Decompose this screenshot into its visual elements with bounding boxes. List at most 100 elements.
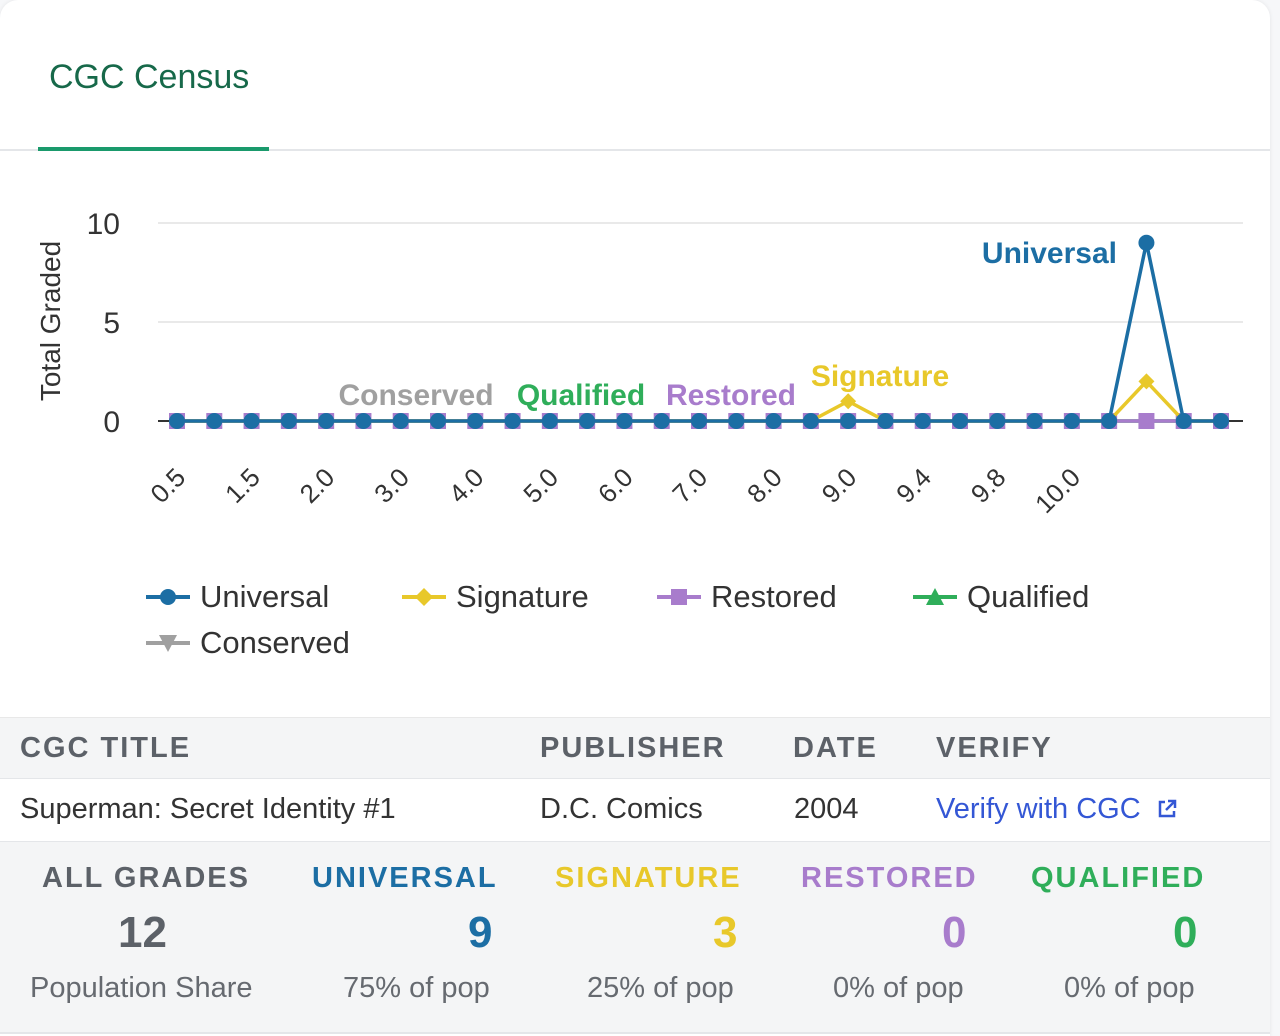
data-point-signature (1138, 373, 1155, 390)
data-point-universal (280, 413, 297, 429)
data-point-universal (206, 413, 223, 429)
x-tick-label: 5.0 (517, 462, 564, 509)
legend-label: Signature (456, 579, 589, 614)
stat-label: SIGNATURE (555, 862, 742, 894)
x-tick-label: 2.0 (294, 462, 341, 509)
x-tick-label: 6.0 (592, 462, 639, 509)
data-point-universal (579, 413, 596, 429)
data-point-universal (728, 413, 745, 429)
series-annotation-conserved: Conserved (338, 379, 493, 412)
stat-value: 9 (468, 908, 493, 957)
data-point-universal (691, 413, 707, 429)
legend-label: Universal (200, 579, 330, 614)
data-point-restored (1138, 413, 1155, 429)
x-tick-label: 7.0 (666, 462, 713, 509)
legend-item-conserved[interactable]: Conserved (146, 623, 350, 663)
series-annotation-qualified: Qualified (517, 379, 645, 412)
legend-label: Conserved (200, 625, 350, 660)
data-point-universal (1101, 413, 1118, 429)
x-tick-label: 8.0 (741, 462, 788, 509)
x-tick-label: 3.0 (368, 462, 415, 509)
data-point-universal (541, 413, 558, 429)
y-axis-ticks: 0 5 10 (87, 208, 120, 439)
data-point-universal (1175, 413, 1192, 429)
stat-subtext: Population Share (30, 972, 253, 1004)
y-tick-label: 10 (87, 208, 120, 241)
data-point-universal (467, 413, 484, 429)
data-point-universal (504, 413, 521, 429)
x-tick-label: 10.0 (1029, 462, 1086, 519)
external-link-icon (1158, 799, 1176, 818)
data-point-universal (840, 413, 857, 429)
verify-with-cgc-link[interactable]: Verify with CGC (936, 793, 1179, 826)
data-point-universal (877, 413, 894, 429)
data-point-signature (840, 393, 857, 410)
tab-cgc-census[interactable]: CGC Census (38, 48, 269, 151)
data-point-universal (653, 413, 670, 429)
data-point-universal (169, 413, 185, 429)
legend-marker-restored (657, 589, 701, 605)
data-point-universal (1213, 413, 1229, 429)
data-point-universal (616, 413, 633, 429)
legend-item-universal[interactable]: Universal (146, 577, 329, 617)
series-annotation-restored: Restored (666, 379, 796, 412)
legend-label: Restored (711, 579, 837, 614)
stat-label: UNIVERSAL (312, 862, 498, 894)
census-table-header: CGC TITLE PUBLISHER DATE VERIFY (0, 717, 1270, 778)
column-header-verify: VERIFY (936, 732, 1053, 764)
legend-marker-signature (402, 588, 446, 606)
data-point-universal (1063, 413, 1080, 429)
y-tick-label: 0 (103, 406, 120, 439)
comic-publisher: D.C. Comics (540, 793, 703, 825)
chart-series (169, 234, 1229, 429)
x-tick-label: 9.8 (965, 462, 1012, 509)
tab-label: CGC Census (49, 58, 250, 96)
legend-marker-conserved (146, 635, 190, 652)
x-tick-label: 4.0 (443, 462, 490, 509)
comic-date: 2004 (794, 793, 859, 825)
stat-value: 0 (942, 908, 967, 957)
data-point-universal (355, 413, 372, 429)
stat-label: RESTORED (801, 862, 978, 894)
x-axis-ticks: 0.5 1.5 2.0 3.0 4.0 5.0 6.0 7.0 8.0 9.0 9.4 9.8 10.0 (144, 462, 1086, 519)
series-annotation-universal: Universal (982, 237, 1117, 270)
census-line-chart: Total Graded 0 5 10 0.5 1.5 2.0 3.0 4.0 5.0 6.0 7… (35, 208, 1243, 519)
x-tick-label: 9.0 (816, 462, 863, 509)
stat-subtext: 25% of pop (587, 972, 734, 1004)
legend-item-signature[interactable]: Signature (402, 577, 589, 617)
data-point-universal (952, 413, 968, 429)
data-point-universal (765, 413, 782, 429)
x-tick-label: 9.4 (890, 462, 937, 509)
legend-item-restored[interactable]: Restored (657, 577, 837, 617)
active-tab-indicator (38, 147, 269, 151)
stat-label: QUALIFIED (1031, 862, 1206, 894)
column-header-date: DATE (793, 732, 878, 764)
data-point-universal (430, 413, 446, 429)
stat-value: 12 (118, 908, 167, 957)
data-point-universal (243, 413, 260, 429)
legend-marker-qualified (913, 588, 957, 605)
legend-label: Qualified (967, 579, 1090, 614)
verify-link-label: Verify with CGC (936, 793, 1141, 825)
data-point-universal (914, 413, 931, 429)
stat-subtext: 0% of pop (1064, 972, 1195, 1004)
tab-bar: CGC Census (0, 0, 1270, 151)
legend-marker-universal (146, 589, 190, 605)
chart-annotations: Universal Signature Restored Qualified Conse… (338, 237, 1117, 412)
table-row: Superman: Secret Identity #1 D.C. Comics… (0, 778, 1270, 842)
stat-label: ALL GRADES (42, 862, 250, 894)
data-point-universal (989, 413, 1006, 429)
population-stats: ALL GRADES 12 Population Share UNIVERSAL… (0, 842, 1270, 1034)
y-tick-label: 5 (103, 307, 120, 340)
column-header-publisher: PUBLISHER (540, 732, 726, 764)
series-annotation-signature: Signature (811, 360, 949, 393)
data-point-universal (1026, 413, 1043, 429)
x-tick-label: 1.5 (219, 462, 266, 509)
comic-title: Superman: Secret Identity #1 (20, 793, 396, 825)
data-point-universal (1138, 234, 1155, 251)
legend-item-qualified[interactable]: Qualified (913, 577, 1089, 617)
stat-subtext: 75% of pop (343, 972, 490, 1004)
x-tick-label: 0.5 (144, 462, 191, 509)
y-axis-label: Total Graded (35, 241, 66, 401)
